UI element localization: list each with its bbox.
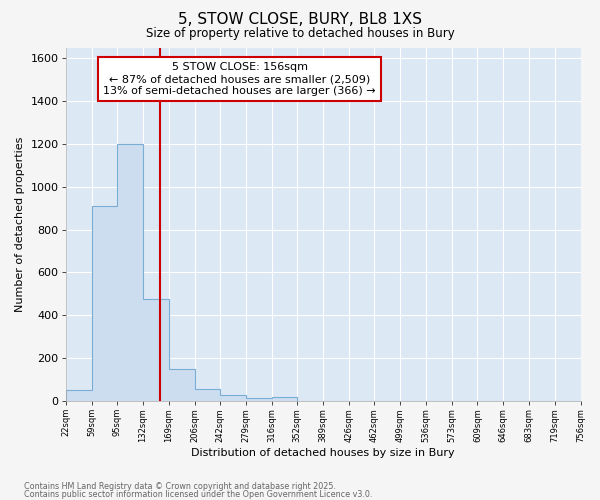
- X-axis label: Distribution of detached houses by size in Bury: Distribution of detached houses by size …: [191, 448, 455, 458]
- Text: Contains HM Land Registry data © Crown copyright and database right 2025.: Contains HM Land Registry data © Crown c…: [24, 482, 336, 491]
- Text: 5, STOW CLOSE, BURY, BL8 1XS: 5, STOW CLOSE, BURY, BL8 1XS: [178, 12, 422, 28]
- Y-axis label: Number of detached properties: Number of detached properties: [15, 136, 25, 312]
- Text: Size of property relative to detached houses in Bury: Size of property relative to detached ho…: [146, 28, 454, 40]
- Text: Contains public sector information licensed under the Open Government Licence v3: Contains public sector information licen…: [24, 490, 373, 499]
- Text: 5 STOW CLOSE: 156sqm
← 87% of detached houses are smaller (2,509)
13% of semi-de: 5 STOW CLOSE: 156sqm ← 87% of detached h…: [103, 62, 376, 96]
